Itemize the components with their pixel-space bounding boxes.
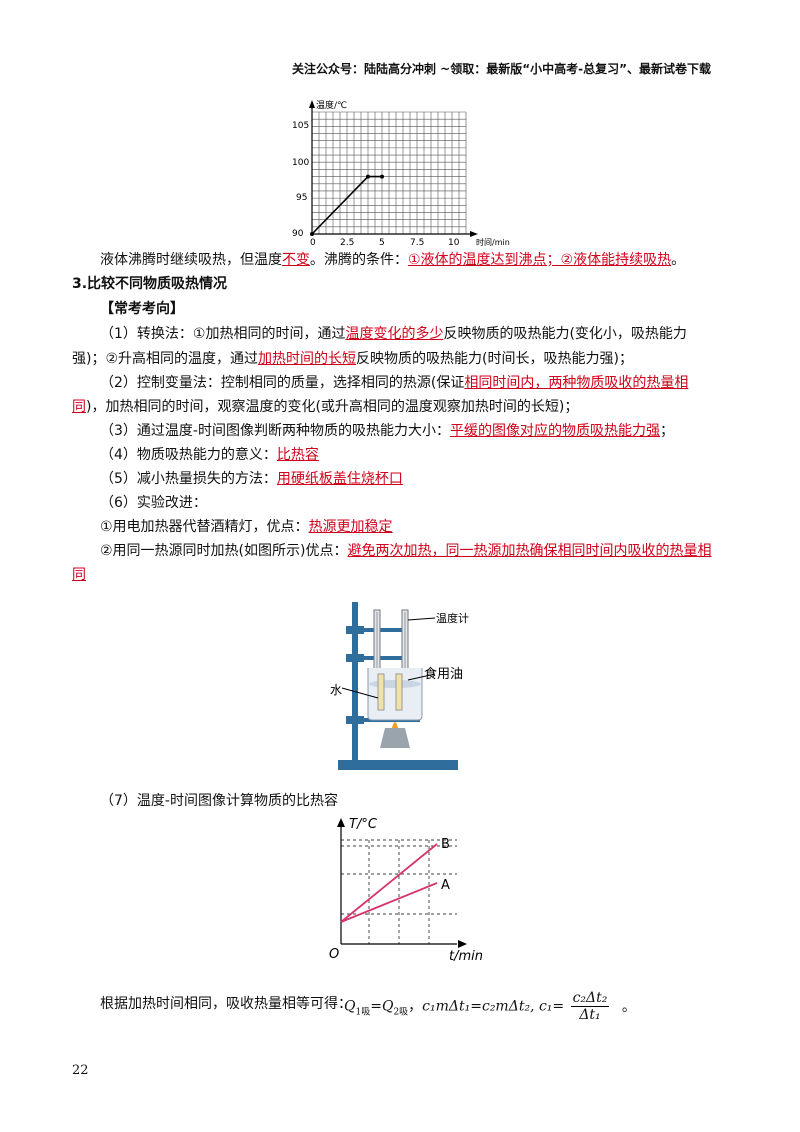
- pointer-oil: [407, 673, 436, 681]
- answer-stable-source: 热源更加稳定: [308, 519, 393, 535]
- ytick-105: 105: [292, 121, 309, 131]
- beaker: [367, 668, 423, 721]
- page-number: 22: [72, 1063, 89, 1078]
- x-axis-arrow: [470, 231, 478, 237]
- ytick-100: 100: [292, 158, 309, 168]
- series-a-label: A: [441, 878, 450, 893]
- label-water: 水: [330, 683, 342, 697]
- answer-unchanged: 不变: [282, 252, 310, 268]
- answer-boiling-conditions: ①液体的温度达到沸点；②液体能持续吸热: [408, 252, 672, 268]
- page-header: 关注公众号：陆陆高分冲刺 ~领取：最新版“小中高考-总复习”、最新试卷下载: [292, 62, 711, 76]
- water-surface: [369, 680, 421, 688]
- chart-grid: [341, 839, 457, 944]
- origin-label: O: [329, 947, 339, 962]
- subsection-title: 【常考考向】: [100, 301, 184, 317]
- formula-intro: 根据加热时间相同，吸收热量相等可得：: [100, 996, 352, 1012]
- answer-same-source: 避免两次加热，同一热源加热确保相同时间内吸收的热量相: [347, 543, 712, 559]
- item-6-2-line2: 同: [72, 567, 86, 583]
- label-oil: 食用油: [424, 666, 463, 682]
- heating-apparatus: 温度计 食用油 水: [330, 602, 469, 770]
- item-1-line2: 强)；②升高相同的温度，通过加热时间的长短反映物质的吸热能力(时间长，吸热能力强…: [72, 351, 633, 367]
- xtick-5: 5: [379, 238, 385, 248]
- pointer-water: [341, 687, 379, 699]
- xtick-7.5: 7.5: [410, 238, 424, 248]
- x-axis-label: 时间/min: [476, 237, 510, 247]
- ytick-95: 95: [296, 193, 307, 203]
- item-6-2-line1: ②用同一热源同时加热(如图所示)优点：避免两次加热，同一热源加热确保相同时间内吸…: [100, 543, 712, 559]
- label-thermometer: 温度计: [436, 611, 469, 625]
- answer-temp-change: 温度变化的多少: [345, 326, 444, 342]
- x-axis-arrow: [458, 940, 467, 948]
- item-3: （3）通过温度-时间图像判断两种物质的吸热能力大小：平缓的图像对应的物质吸热能力…: [100, 423, 674, 439]
- flame-icon: [392, 722, 398, 728]
- fraction-denominator: Δt₁: [579, 1007, 601, 1023]
- series-line-a: [340, 882, 438, 923]
- chart-grid: [311, 111, 467, 235]
- xtick-10: 10: [448, 238, 460, 248]
- answer-gentle-slope: 平缓的图像对应的物质吸热能力强: [449, 423, 660, 439]
- series-b-label: B: [441, 837, 450, 852]
- xtick-0: 0: [310, 238, 316, 248]
- item-5: （5）减小热量损失的方法：用硬纸板盖住烧杯口: [100, 471, 403, 487]
- item-1-line1: （1）转换法：①加热相同的时间，通过温度变化的多少反映物质的吸热能力(变化小，吸…: [100, 326, 687, 342]
- answer-cover-beaker: 用硬纸板盖住烧杯口: [276, 471, 403, 487]
- ytick-90: 90: [292, 229, 304, 239]
- item-2-line1: （2）控制变量法：控制相同的质量，选择相同的热源(保证相同时间内，两种物质吸收的…: [100, 375, 689, 391]
- item-6-1: ①用电加热器代替酒精灯，优点：热源更加稳定: [100, 519, 393, 535]
- item-7: （7）温度-时间图像计算物质的比热容: [100, 793, 338, 809]
- xtick-2.5: 2.5: [340, 238, 354, 248]
- item-4: （4）物质吸热能力的意义：比热容: [100, 447, 319, 463]
- item-2-line2: 同)，加热相同的时间，观察温度的变化(或升高相同的温度观察加热时间的长短)；: [72, 399, 579, 415]
- answer-specific-heat: 比热容: [276, 447, 319, 463]
- boiling-chart: 温度/℃ 时间/min 105 100 95 90 0 2.5 5 7.5 10: [292, 99, 510, 248]
- fraction-numerator: c₂Δt₂: [570, 990, 610, 1007]
- temperature-line: [310, 174, 384, 236]
- series-line-b: [340, 843, 438, 923]
- test-tube-1: [377, 673, 385, 711]
- series-lines: [340, 843, 438, 923]
- comparison-chart: T/°C t/min O B A: [329, 817, 483, 964]
- boiling-line: 液体沸腾时继续吸热，但温度不变。沸腾的条件：①液体的温度达到沸点；②液体能持续吸…: [100, 252, 686, 268]
- y-axis-label: 温度/℃: [316, 99, 347, 111]
- section-title: 3.比较不同物质吸热情况: [72, 276, 228, 292]
- answer-heating-time: 加热时间的长短: [258, 351, 357, 367]
- answer-equal-heat: 相同时间内，两种物质吸收的热量相: [464, 375, 689, 391]
- pointer-thermometer: [407, 617, 436, 621]
- x-axis-label: t/min: [449, 949, 483, 964]
- formula: Q1吸=Q2吸，c₁mΔt₁=c₂mΔt₂, c₁= c₂Δt₂ Δt₁ 。: [344, 990, 636, 1023]
- item-6: （6）实验改进：: [100, 495, 207, 511]
- y-axis-arrow: [337, 818, 345, 827]
- test-tube-2: [395, 673, 403, 711]
- base-plate: [338, 760, 458, 770]
- y-axis-arrow: [309, 100, 315, 108]
- y-axis-label: T/°C: [349, 817, 378, 832]
- data-point: [310, 232, 314, 236]
- alcohol-lamp: [380, 728, 410, 748]
- stand-rod: [352, 602, 358, 762]
- data-point: [366, 174, 370, 179]
- data-point: [380, 174, 384, 179]
